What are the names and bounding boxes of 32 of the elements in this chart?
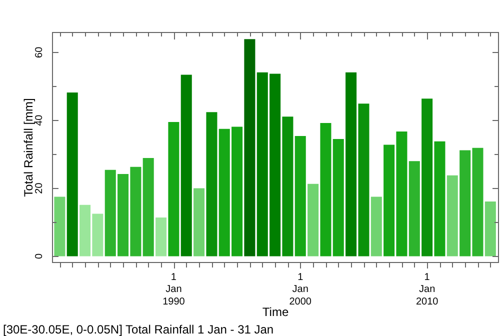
bar — [320, 123, 332, 256]
text: [30E-30.05E, 0-0.05N] Total Rainfall 1 Jan - 31 Jan — [3, 322, 274, 336]
bar — [180, 74, 192, 256]
bar — [332, 139, 344, 256]
bar — [156, 217, 167, 256]
y-tick-label: 20 — [34, 182, 45, 194]
bar — [282, 116, 294, 256]
bar — [308, 184, 319, 256]
x-axis-title: Time — [262, 305, 289, 320]
bar — [54, 196, 66, 256]
bar — [66, 92, 78, 256]
y-tick-label: 60 — [34, 46, 45, 58]
bar — [370, 196, 382, 256]
bar — [484, 202, 496, 256]
bar — [194, 188, 205, 256]
x-tick-label: 1 Jan 1990 — [162, 272, 186, 308]
bar — [142, 158, 154, 256]
bar — [358, 104, 370, 256]
bar — [346, 72, 357, 256]
y-tick-label: 40 — [34, 114, 45, 126]
x-tick-label: 1 Jan 2000 — [289, 272, 312, 308]
bar — [422, 98, 433, 256]
bar — [434, 141, 446, 256]
bar — [446, 175, 458, 256]
y-tick-label: 0 — [34, 252, 45, 259]
y-axis-title: Total Rainfall [mm] — [22, 98, 36, 197]
bar — [206, 112, 218, 256]
bar — [168, 122, 180, 256]
x-tick-label: 1 Jan 2010 — [416, 272, 439, 308]
bar — [244, 39, 256, 256]
bar — [408, 161, 420, 256]
bar — [294, 136, 306, 256]
